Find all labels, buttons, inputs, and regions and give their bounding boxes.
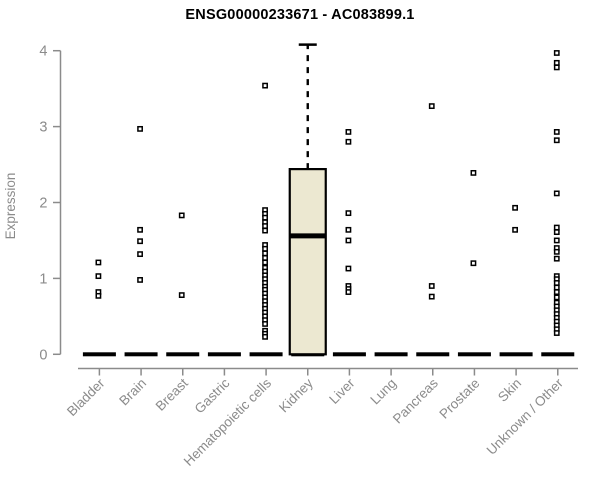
x-category-label: Pancreas	[390, 375, 441, 426]
data-point	[553, 255, 560, 262]
data-point	[178, 212, 185, 219]
data-point	[553, 229, 560, 236]
zero-expression-bar	[374, 352, 408, 357]
x-category-label: Liver	[326, 375, 358, 407]
data-point	[178, 292, 185, 298]
zero-expression-bar	[499, 352, 533, 357]
data-point	[553, 289, 560, 295]
data-point	[137, 125, 143, 132]
data-point	[553, 330, 560, 336]
data-point	[553, 50, 560, 56]
zero-expression-bar	[541, 352, 575, 357]
zero-expression-bar	[124, 352, 158, 357]
data-point	[553, 280, 560, 286]
data-point	[345, 265, 352, 272]
data-point	[95, 273, 102, 280]
data-point	[553, 224, 560, 231]
zero-expression-bar	[416, 352, 450, 357]
data-point	[428, 103, 435, 110]
zero-expression-bar	[249, 352, 283, 357]
data-point	[345, 129, 352, 135]
data-point	[553, 294, 560, 301]
data-point	[137, 251, 143, 258]
zero-expression-bar	[457, 352, 491, 357]
y-tick-label: 3	[39, 120, 47, 136]
data-point	[262, 223, 268, 229]
data-point	[137, 238, 143, 245]
zero-expression-bar	[332, 352, 366, 357]
data-point	[553, 248, 560, 255]
data-point	[345, 138, 352, 145]
data-point	[95, 259, 102, 266]
data-point	[262, 82, 268, 89]
data-point	[512, 204, 519, 211]
data-point	[262, 245, 268, 252]
data-point	[553, 190, 560, 197]
data-point	[262, 250, 268, 257]
data-point	[553, 137, 560, 144]
data-point	[553, 64, 560, 71]
data-point	[137, 226, 143, 233]
data-point	[553, 59, 560, 66]
data-point	[345, 237, 352, 244]
box-iqr	[288, 168, 327, 356]
data-point	[262, 259, 268, 266]
data-point	[262, 214, 268, 221]
data-point	[137, 277, 143, 283]
zero-expression-bar	[166, 352, 200, 357]
data-point	[553, 237, 560, 244]
data-point	[512, 226, 519, 233]
data-point	[345, 210, 352, 217]
data-point	[262, 255, 268, 261]
x-category-label: Breast	[153, 375, 191, 413]
data-point	[345, 226, 352, 233]
data-point	[95, 292, 102, 299]
data-point	[470, 260, 477, 267]
zero-expression-bar	[82, 352, 116, 357]
data-point	[345, 289, 352, 295]
zero-expression-bar	[207, 352, 241, 357]
chart-title: ENSG00000233671 - AC083899.1	[185, 7, 415, 23]
y-tick-label: 2	[39, 196, 47, 212]
y-tick-label: 0	[39, 347, 47, 363]
x-category-label: Kidney	[276, 375, 316, 415]
data-point	[428, 283, 435, 289]
data-point	[553, 284, 560, 291]
x-category-label: Bladder	[64, 375, 108, 419]
x-category-label: Brain	[116, 376, 149, 409]
y-tick-label: 1	[39, 271, 47, 287]
data-point	[262, 227, 268, 234]
x-category-label: Lung	[367, 376, 399, 408]
y-tick-label: 4	[39, 44, 47, 60]
x-category-label: Prostate	[436, 376, 482, 422]
data-point	[262, 321, 268, 327]
data-point	[428, 293, 435, 300]
x-category-label: Gastric	[192, 375, 233, 416]
x-category-label: Unknown / Other	[484, 375, 567, 458]
data-point	[262, 333, 268, 340]
x-category-label: Skin	[495, 376, 524, 405]
data-point	[553, 129, 560, 135]
data-point	[470, 169, 477, 176]
